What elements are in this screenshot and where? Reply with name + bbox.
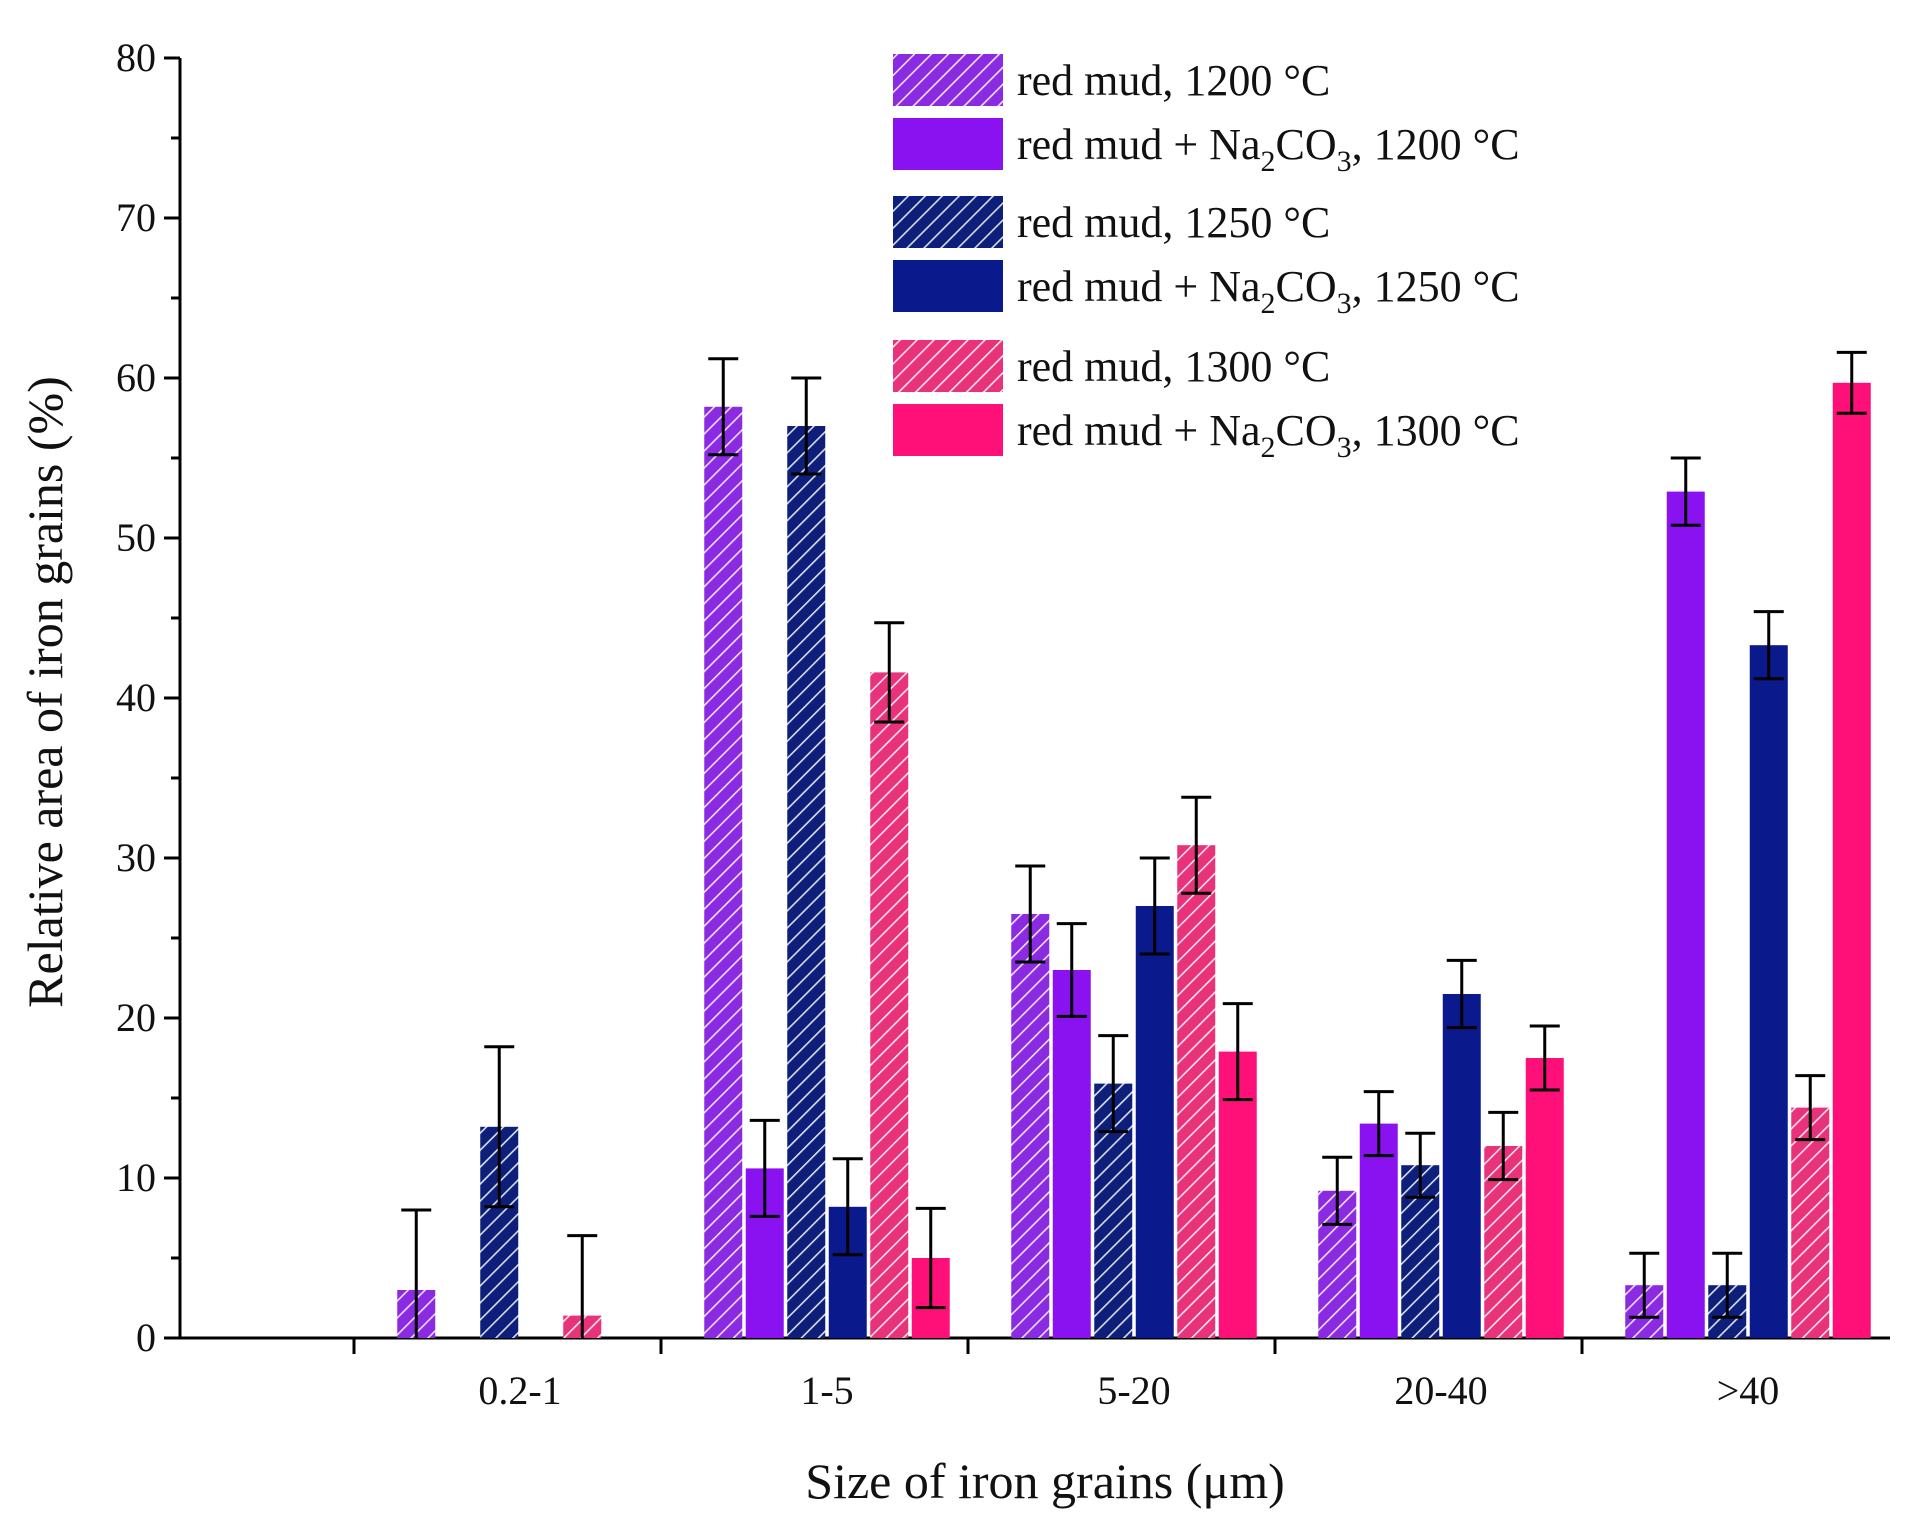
error-bar — [1181, 795, 1212, 895]
bar-4-5-20 — [1135, 906, 1174, 1338]
legend-item: red mud, 1250 °C — [893, 196, 1330, 248]
error-bar — [791, 376, 822, 476]
y-tick-label: 50 — [116, 515, 156, 560]
error-bar — [1222, 1002, 1253, 1102]
y-tick-label: 10 — [116, 1155, 156, 1200]
error-bar — [1015, 864, 1046, 964]
error-bar — [708, 357, 739, 457]
error-bar — [401, 1208, 432, 1338]
x-tick-label: 5-20 — [1097, 1368, 1170, 1413]
error-bar — [832, 1157, 863, 1257]
y-tick-label: 80 — [116, 35, 156, 80]
legend: red mud, 1200 °C red mud + Na2CO3, 1200 °… — [893, 54, 1520, 464]
error-bar — [1712, 1251, 1743, 1319]
legend-label: red mud, 1300 °C — [1017, 342, 1330, 391]
x-tick-label: 20-40 — [1394, 1368, 1487, 1413]
y-tick-label: 60 — [116, 355, 156, 400]
bar-2-20-40 — [1359, 1123, 1398, 1338]
legend-label: red mud, 1250 °C — [1017, 198, 1330, 247]
bar-5-1-5 — [870, 672, 909, 1338]
y-axis-title: Relative area of iron grains (%) — [17, 376, 73, 1008]
bar-3-1-5 — [787, 426, 826, 1338]
y-tick-label: 0 — [136, 1315, 156, 1360]
legend-label: red mud + Na2CO3, 1250 °C — [1017, 262, 1520, 320]
bar-5-5-20 — [1177, 845, 1216, 1338]
error-bar — [1529, 1024, 1560, 1092]
x-tick-label: 1-5 — [800, 1368, 853, 1413]
legend-swatch — [893, 54, 1003, 106]
legend-item: red mud, 1300 °C — [893, 340, 1330, 392]
error-bar — [1139, 856, 1170, 956]
bar-2-5-20 — [1052, 970, 1091, 1338]
legend-swatch — [893, 404, 1003, 456]
bar-5->40 — [1791, 1107, 1830, 1338]
legend-swatch — [893, 340, 1003, 392]
error-bar — [1446, 958, 1477, 1030]
x-tick-label: >40 — [1717, 1368, 1780, 1413]
legend-swatch — [893, 260, 1003, 312]
legend-item: red mud + Na2CO3, 1250 °C — [893, 260, 1520, 320]
legend-item: red mud + Na2CO3, 1200 °C — [893, 118, 1520, 178]
error-bar — [1836, 350, 1867, 415]
y-tick-label: 20 — [116, 995, 156, 1040]
axes: 0 10 20 30 40 50 60 70 80 0.2-1 1-5 5-20 20-40 >40 — [116, 35, 1890, 1413]
x-axis-title: Size of iron grains (μm) — [805, 1453, 1284, 1509]
y-tick-label: 30 — [116, 835, 156, 880]
legend-swatch — [893, 118, 1003, 170]
legend-item: red mud + Na2CO3, 1300 °C — [893, 404, 1520, 464]
bar-4-20-40 — [1442, 994, 1481, 1338]
error-bar — [567, 1234, 598, 1338]
error-bar — [1322, 1155, 1353, 1226]
error-bar — [1753, 610, 1784, 681]
error-bar — [1363, 1090, 1394, 1158]
bars — [397, 382, 1871, 1339]
bar-1-5-20 — [1011, 914, 1050, 1338]
bar-1-1-5 — [704, 406, 743, 1338]
error-bar — [1056, 922, 1087, 1018]
error-bar — [1098, 1034, 1129, 1134]
bar-4->40 — [1749, 645, 1788, 1338]
error-bar — [915, 1206, 946, 1310]
y-tick-label: 70 — [116, 195, 156, 240]
error-bars — [401, 350, 1867, 1338]
error-bar — [1488, 1110, 1519, 1182]
bar-6-20-40 — [1525, 1058, 1564, 1338]
error-bar — [874, 621, 905, 724]
error-bar — [1629, 1251, 1660, 1319]
legend-label: red mud + Na2CO3, 1200 °C — [1017, 120, 1520, 178]
legend-label: red mud + Na2CO3, 1300 °C — [1017, 406, 1520, 464]
legend-label: red mud, 1200 °C — [1017, 56, 1330, 105]
error-bar — [749, 1118, 780, 1218]
error-bar — [1795, 1074, 1826, 1142]
bar-2->40 — [1666, 491, 1705, 1339]
bar-6->40 — [1832, 382, 1871, 1338]
y-tick-label: 40 — [116, 675, 156, 720]
legend-item: red mud, 1200 °C — [893, 54, 1330, 106]
legend-swatch — [893, 196, 1003, 248]
error-bar — [484, 1045, 515, 1209]
error-bar — [1670, 456, 1701, 527]
x-tick-label: 0.2-1 — [478, 1368, 561, 1413]
error-bar — [1405, 1131, 1436, 1199]
